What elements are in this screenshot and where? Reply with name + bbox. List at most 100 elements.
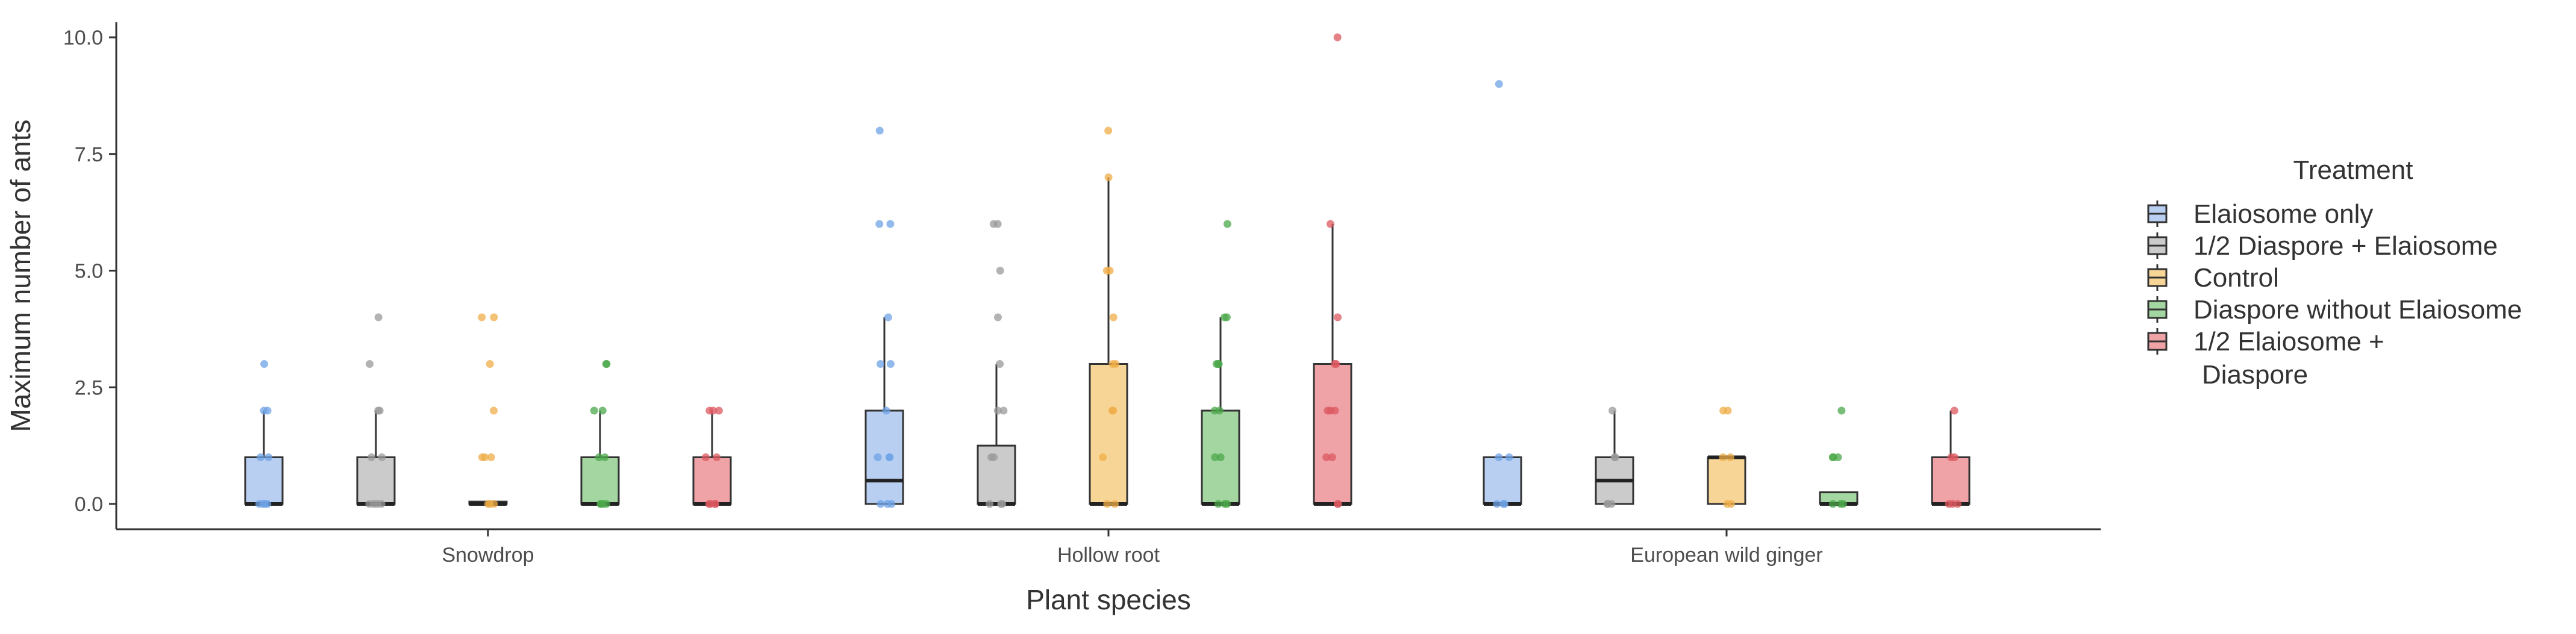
- data-point: [367, 453, 376, 461]
- x-axis-title: Plant species: [1026, 584, 1191, 615]
- data-point: [1104, 173, 1113, 181]
- data-point: [1216, 453, 1225, 461]
- legend-label: 1/2 Elaiosome + Diaspore: [2193, 327, 2384, 390]
- data-point: [1505, 453, 1513, 461]
- data-point: [596, 500, 605, 508]
- legend-label-line: Control: [2193, 263, 2279, 293]
- legend-label-line: 1/2 Diaspore + Elaiosome: [2193, 231, 2498, 261]
- box: [692, 456, 732, 505]
- box-group: [1089, 126, 1128, 508]
- y-axis-title: Maximum number of ants: [5, 120, 36, 432]
- box: [1931, 456, 1971, 505]
- data-point: [1719, 453, 1727, 461]
- data-point: [1333, 313, 1342, 322]
- legend-item: Diaspore without Elaiosome: [2147, 295, 2522, 325]
- data-point: [487, 453, 495, 461]
- x-tick-label: European wild ginger: [1630, 544, 1822, 567]
- y-tick-label: 7.5: [75, 143, 103, 166]
- y-tick-label: 10.0: [63, 26, 103, 49]
- box: [864, 409, 904, 505]
- data-point: [1111, 500, 1119, 508]
- data-point: [877, 500, 885, 508]
- data-point: [886, 220, 895, 228]
- data-point: [989, 220, 998, 228]
- legend-label: Elaiosome only: [2193, 199, 2373, 229]
- data-point: [993, 313, 1002, 322]
- data-point: [1333, 33, 1342, 42]
- x-tick-label: Snowdrop: [442, 544, 534, 567]
- data-point: [259, 500, 267, 508]
- legend-label: Diaspore without Elaiosome: [2193, 295, 2522, 325]
- data-point: [260, 406, 268, 415]
- box: [1707, 456, 1746, 505]
- data-point: [1322, 453, 1331, 461]
- box: [356, 456, 396, 505]
- data-point: [1214, 500, 1222, 508]
- data-point: [1102, 267, 1111, 275]
- data-point: [1324, 406, 1332, 415]
- data-point: [996, 360, 1004, 368]
- data-point: [701, 453, 710, 461]
- box-group: [1707, 406, 1746, 508]
- legend-label-line: Diaspore: [2202, 360, 2308, 390]
- box-group: [1313, 33, 1352, 508]
- data-point: [1108, 406, 1116, 415]
- legend-label: 1/2 Diaspore + Elaiosome: [2193, 231, 2498, 261]
- y-tick-label: 2.5: [75, 376, 103, 399]
- data-point: [1726, 453, 1734, 461]
- data-point: [490, 500, 498, 508]
- data-point: [486, 360, 494, 368]
- data-point: [705, 406, 714, 415]
- data-point: [601, 453, 609, 461]
- data-point: [875, 126, 884, 135]
- legend-item: Control: [2147, 263, 2279, 293]
- box: [244, 456, 284, 505]
- y-tick-label: 0.0: [75, 493, 103, 516]
- data-point: [478, 313, 486, 322]
- data-point: [1828, 453, 1837, 461]
- box-group: [1819, 406, 1859, 508]
- legend-title: Treatment: [2293, 155, 2413, 185]
- data-point: [1099, 453, 1107, 461]
- data-point: [484, 500, 492, 508]
- data-point: [993, 406, 1002, 415]
- data-point: [1608, 406, 1617, 415]
- box: [1313, 363, 1352, 505]
- legend-label: Control: [2193, 263, 2279, 293]
- data-point: [986, 500, 994, 508]
- data-point: [595, 453, 603, 461]
- box-group: [468, 313, 508, 508]
- data-point: [375, 406, 384, 415]
- data-point: [883, 500, 892, 508]
- data-point: [1223, 220, 1231, 228]
- data-point: [1104, 126, 1113, 135]
- data-point: [713, 453, 721, 461]
- data-point: [1109, 313, 1118, 322]
- data-point: [714, 406, 723, 415]
- data-point: [377, 500, 386, 508]
- box: [1483, 456, 1522, 505]
- data-point: [590, 406, 598, 415]
- data-point: [374, 313, 383, 322]
- legend-label-line: Elaiosome only: [2193, 199, 2373, 229]
- data-point: [884, 313, 892, 322]
- box-group: [244, 360, 284, 508]
- data-point: [602, 360, 610, 368]
- data-point: [490, 406, 498, 415]
- data-point: [874, 453, 882, 461]
- legend-label-line: Diaspore without Elaiosome: [2193, 295, 2522, 325]
- data-point: [490, 313, 498, 322]
- data-point: [257, 453, 265, 461]
- data-point: [260, 360, 269, 368]
- data-point: [1326, 220, 1334, 228]
- data-point: [370, 500, 378, 508]
- data-point: [885, 453, 893, 461]
- box: [580, 456, 620, 505]
- y-tick-label: 5.0: [75, 260, 103, 283]
- data-point: [882, 406, 890, 415]
- data-point: [598, 406, 607, 415]
- data-point: [1837, 406, 1846, 415]
- data-point: [1950, 453, 1959, 461]
